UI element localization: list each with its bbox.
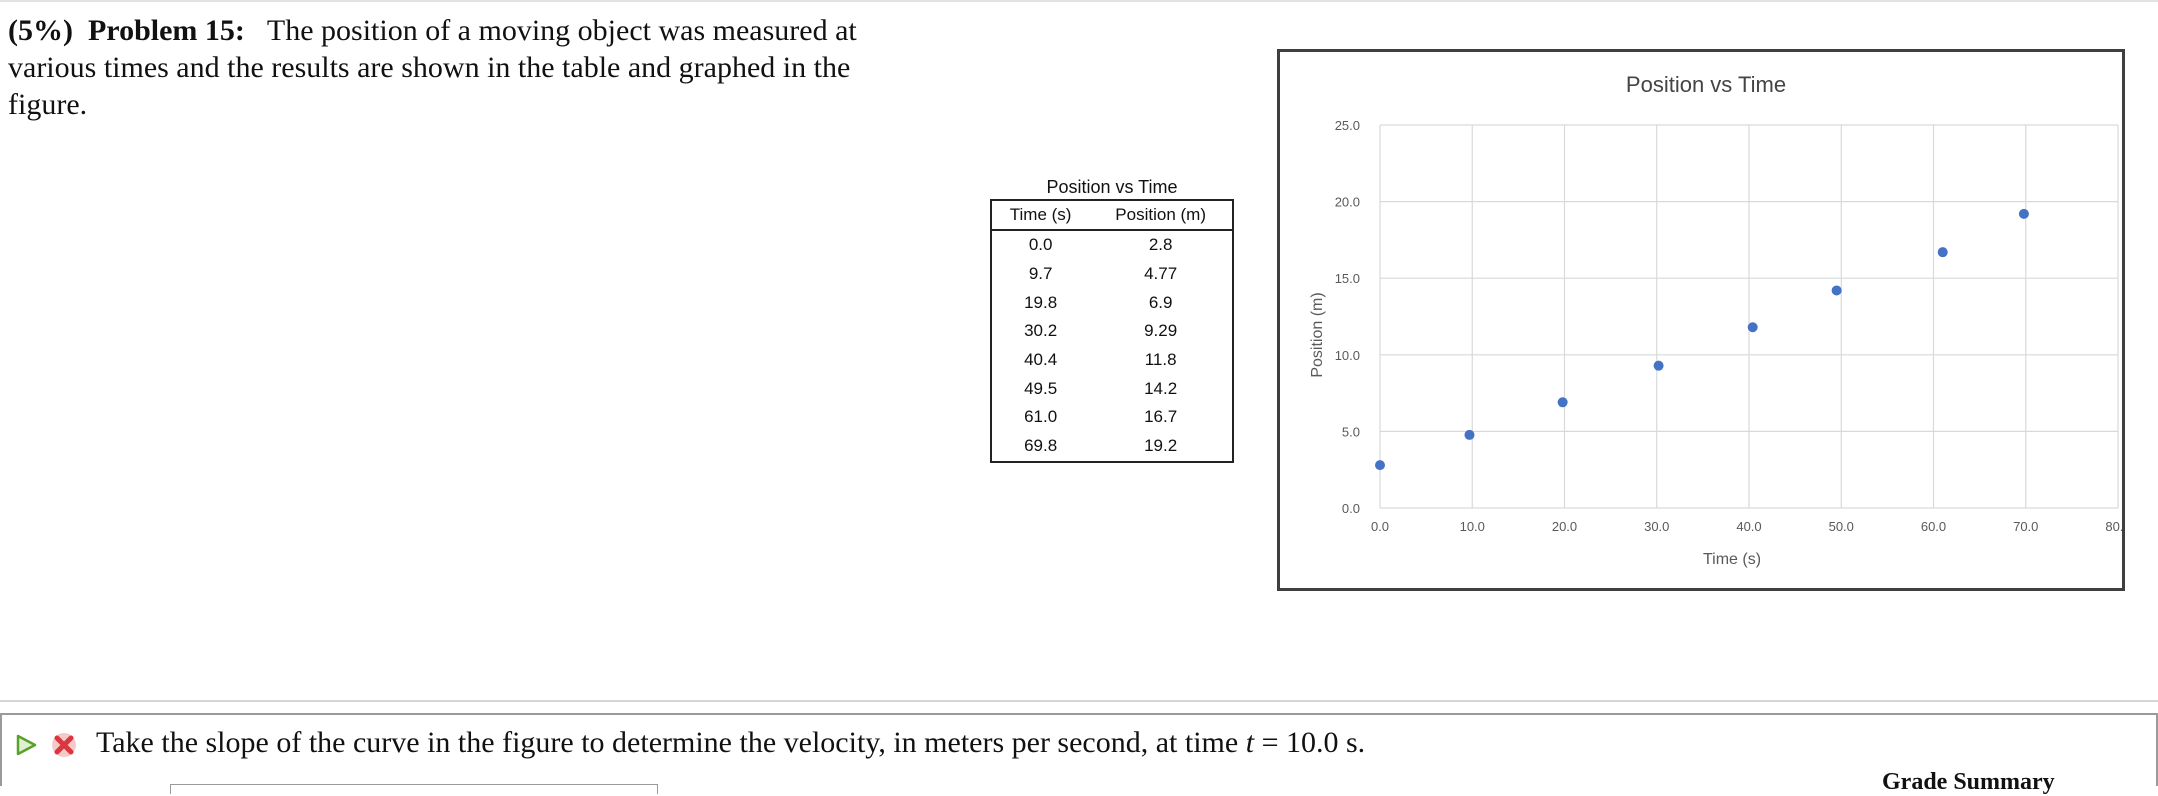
table-row: 9.7 4.77 bbox=[991, 260, 1233, 289]
chart-title: Position vs Time bbox=[1626, 72, 1786, 97]
table-cell: 49.5 bbox=[1024, 378, 1058, 398]
y-tick-label: 20.0 bbox=[1335, 195, 1360, 210]
table-cell: 16.7 bbox=[1144, 407, 1178, 427]
x-tick-label: 40.0 bbox=[1736, 519, 1761, 534]
table-cell: 9.29 bbox=[1144, 321, 1178, 341]
red-x-icon bbox=[52, 733, 76, 757]
x-tick-label: 50.0 bbox=[1829, 519, 1854, 534]
table-cell: 2.8 bbox=[1148, 235, 1173, 255]
table-row: 30.2 9.29 bbox=[991, 317, 1233, 346]
grade-summary-heading: Grade Summary bbox=[1882, 769, 2055, 795]
question-variable: t bbox=[1245, 726, 1255, 759]
table-cell: 9.7 bbox=[1028, 264, 1053, 284]
table-caption: Position vs Time bbox=[1046, 177, 1178, 197]
play-triangle-icon[interactable] bbox=[14, 733, 38, 757]
table-row: 69.8 19.2 bbox=[991, 432, 1233, 462]
table-cell: 61.0 bbox=[1024, 407, 1058, 427]
table-row: 0.0 2.8 bbox=[991, 230, 1233, 260]
problem-body: The position of a moving object was meas… bbox=[8, 14, 857, 121]
data-point bbox=[1375, 460, 1385, 471]
x-tick-label: 60.0 bbox=[1921, 519, 1946, 534]
data-point bbox=[1557, 397, 1568, 408]
question-prefix: Take the slope of the curve in the figur… bbox=[96, 726, 1239, 759]
data-point bbox=[1464, 429, 1475, 440]
table-cell: 0.0 bbox=[1028, 235, 1053, 255]
problem-weight: (5%) bbox=[8, 14, 73, 47]
data-point bbox=[1747, 322, 1758, 333]
problem-label: Problem 15: bbox=[87, 14, 245, 47]
data-point bbox=[2018, 208, 2029, 219]
table-cell: 30.2 bbox=[1024, 321, 1058, 341]
x-tick-label: 30.0 bbox=[1644, 519, 1669, 534]
section-divider bbox=[0, 700, 2158, 702]
table-cell: 19.2 bbox=[1144, 436, 1178, 456]
x-axis-title: Time (s) bbox=[1703, 551, 1761, 568]
x-tick-label: 20.0 bbox=[1552, 519, 1577, 534]
table-row: 61.0 16.7 bbox=[991, 403, 1233, 432]
data-table: Time (s) Position (m) 0.0 2.8 9.7 4.77 19.… bbox=[990, 199, 1234, 463]
data-point bbox=[1831, 285, 1842, 296]
table-cell: 14.2 bbox=[1144, 378, 1178, 398]
chart-tick-labels: 0.0 10.0 20.0 30.0 40.0 50.0 60.0 70.0 80.0 0.0 5.… bbox=[1335, 118, 2122, 534]
y-tick-label: 25.0 bbox=[1335, 118, 1360, 133]
table-cell: 19.8 bbox=[1024, 292, 1058, 312]
table-cell: 4.77 bbox=[1144, 264, 1178, 284]
x-tick-label: 0.0 bbox=[1371, 519, 1389, 534]
data-point bbox=[1653, 360, 1664, 371]
x-tick-label: 70.0 bbox=[2013, 519, 2038, 534]
table-cell: 69.8 bbox=[1024, 436, 1058, 456]
y-tick-label: 10.0 bbox=[1335, 348, 1360, 363]
x-tick-label: 80.0 bbox=[2105, 519, 2122, 534]
top-divider bbox=[0, 0, 2158, 2]
table-header-row: Time (s) Position (m) bbox=[991, 200, 1233, 231]
table-cell: 6.9 bbox=[1148, 292, 1173, 312]
table-row: 19.8 6.9 bbox=[991, 288, 1233, 317]
chart-gridlines bbox=[1379, 124, 2119, 509]
table-header-position: Position (m) bbox=[1089, 200, 1233, 231]
problem-statement: (5%) Problem 15: The position of a movin… bbox=[8, 12, 928, 123]
y-tick-label: 0.0 bbox=[1342, 501, 1360, 516]
question-text: Take the slope of the curve in the figur… bbox=[96, 723, 1365, 763]
data-table-section: Position vs Time Time (s) Position (m) 0… bbox=[990, 175, 1234, 463]
chart-points bbox=[1375, 208, 2029, 471]
table-cell: 11.8 bbox=[1144, 350, 1177, 370]
table-cell: 40.4 bbox=[1024, 350, 1058, 370]
y-tick-label: 5.0 bbox=[1342, 424, 1360, 439]
y-tick-label: 15.0 bbox=[1335, 271, 1360, 286]
data-point bbox=[1937, 247, 1948, 258]
y-axis-title: Position (m) bbox=[1309, 292, 1326, 377]
chart-svg: Position vs Time 0.0 10.0 20.0 30.0 40.0 50.0… bbox=[1309, 72, 2122, 568]
table-row: 49.5 14.2 bbox=[991, 374, 1233, 403]
x-tick-label: 10.0 bbox=[1460, 519, 1485, 534]
position-time-chart: Position vs Time 0.0 10.0 20.0 30.0 40.0 50.0… bbox=[1277, 49, 2125, 591]
table-header-time: Time (s) bbox=[991, 200, 1090, 231]
table-row: 40.4 11.8 bbox=[991, 346, 1233, 375]
question-suffix: = 10.0 s. bbox=[1261, 726, 1366, 759]
question-panel: Take the slope of the curve in the figur… bbox=[0, 713, 2158, 795]
